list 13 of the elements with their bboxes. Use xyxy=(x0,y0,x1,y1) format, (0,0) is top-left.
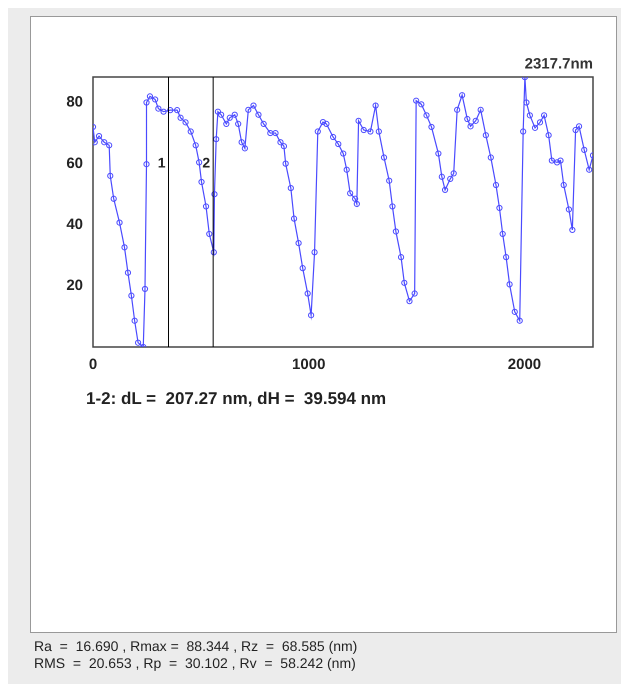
y-tick-label: 60 xyxy=(66,154,83,172)
x-tick-label: 1000 xyxy=(292,356,326,374)
text: Ra = 16.690 , Rmax = 88.344 , Rz = 68.585 (nm) xyxy=(34,638,358,655)
text: RMS = 20.653 , Rp = 30.102 , Rv = 58.242 (nm) xyxy=(34,655,357,672)
annotation: 2 xyxy=(202,154,210,170)
text: 1-2: dL = 207.27 nm, dH = 39.594 nm xyxy=(86,389,386,409)
y-tick-label: 80 xyxy=(66,94,83,111)
y-tick-label: 20 xyxy=(66,277,83,294)
y-tick-label: 40 xyxy=(66,216,83,233)
x-tick-label: 0 xyxy=(88,356,98,374)
x-tick-label: 2000 xyxy=(508,356,542,374)
text: 2317.7nm xyxy=(524,56,593,73)
annotation: 1 xyxy=(158,154,166,170)
